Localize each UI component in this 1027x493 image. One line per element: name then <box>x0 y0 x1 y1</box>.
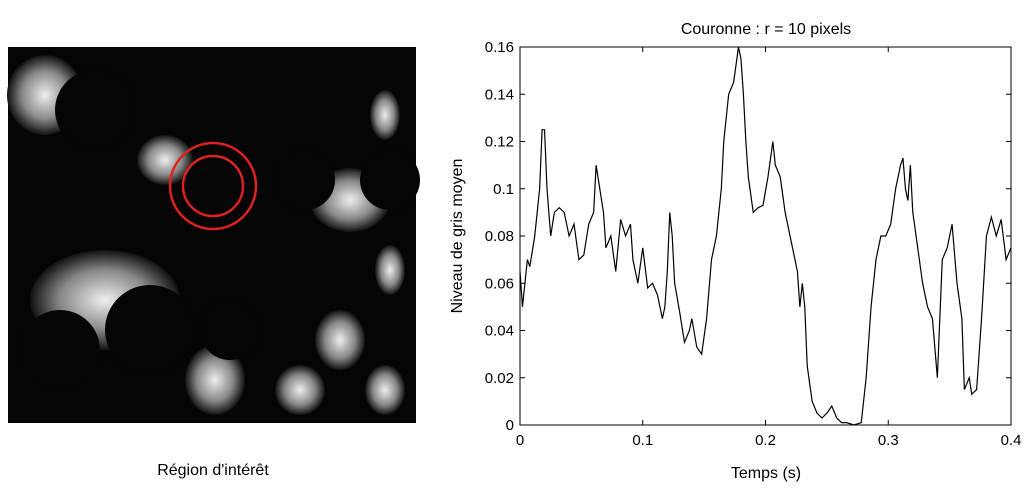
y-tick-label: 0 <box>506 417 514 434</box>
x-axis-label: Temps (s) <box>731 465 801 482</box>
y-tick-label: 0.12 <box>485 134 514 151</box>
y-tick-label: 0.1 <box>493 181 514 198</box>
chart-title: Couronne : r = 10 pixels <box>681 21 851 38</box>
y-tick-label: 0.14 <box>485 86 514 103</box>
y-tick-label: 0.16 <box>485 39 514 56</box>
x-tick-label: 0 <box>516 432 524 449</box>
data-line <box>519 46 1012 426</box>
x-tick-label: 0.1 <box>632 432 653 449</box>
x-tick-label: 0.4 <box>1001 432 1022 449</box>
x-tick-label: 0.3 <box>878 432 899 449</box>
y-tick-label: 0.02 <box>485 370 514 387</box>
region-image <box>7 47 420 423</box>
y-tick-label: 0.08 <box>485 228 514 245</box>
image-caption: Région d'intérêt <box>157 462 269 479</box>
y-tick-label: 0.06 <box>485 275 514 292</box>
y-tick-label: 0.04 <box>485 323 514 340</box>
x-tick-label: 0.2 <box>755 432 776 449</box>
y-axis-label: Niveau de gris moyen <box>449 159 466 314</box>
